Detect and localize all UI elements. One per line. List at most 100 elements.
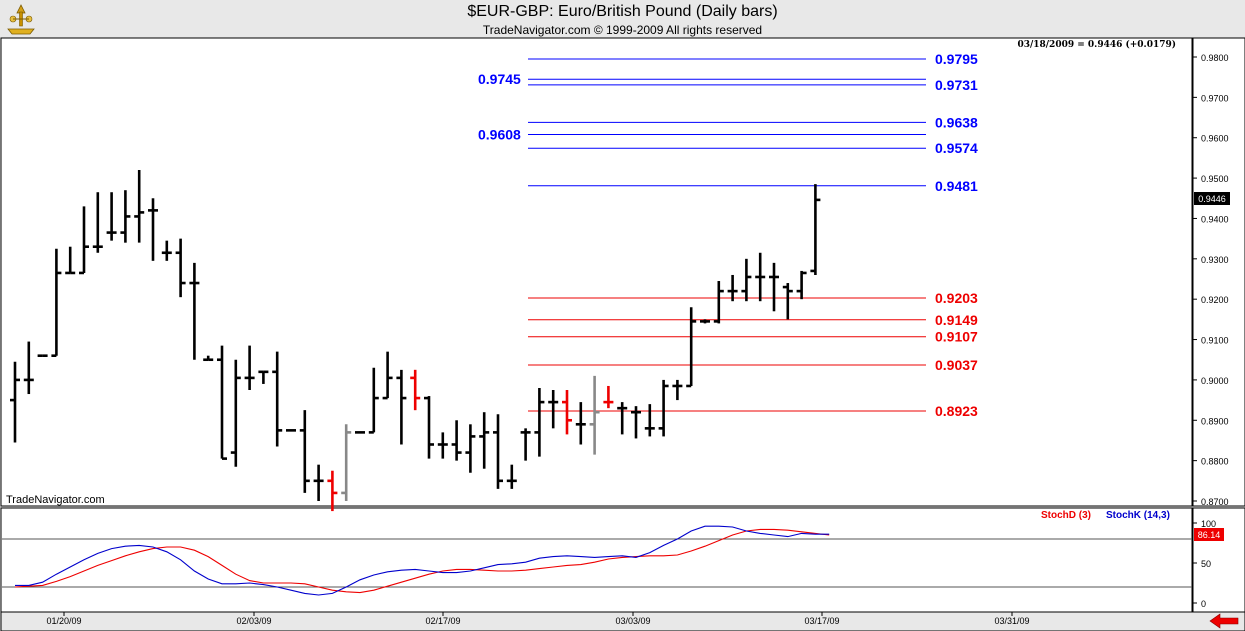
watermark: TradeNavigator.com <box>6 494 105 506</box>
ohlc-bar <box>244 345 255 390</box>
ohlc-bar <box>810 184 821 275</box>
ohlc-bar <box>410 369 421 411</box>
stoch-tick-label: 100 <box>1201 519 1216 529</box>
ohlc-bar <box>51 248 62 357</box>
ohlc-bar <box>92 192 103 253</box>
ohlc-bar <box>437 432 448 459</box>
ohlc-bar <box>700 319 710 324</box>
ohlc-bar <box>327 470 338 512</box>
price-tick-label: 0.9300 <box>1201 255 1229 265</box>
price-tick-label: 0.8700 <box>1201 497 1229 507</box>
ohlc-bar <box>161 240 172 261</box>
ohlc-bar <box>534 387 545 457</box>
ohlc-bar <box>465 424 476 473</box>
ohlc-bar <box>727 274 738 302</box>
resistance-level-label: 0.9795 <box>935 51 978 67</box>
price-panel <box>0 37 1193 507</box>
resistance-level-label: 0.9481 <box>935 178 978 194</box>
ohlc-bar <box>769 262 779 312</box>
ohlc-bar <box>782 283 793 320</box>
ohlc-bar <box>258 370 269 384</box>
stoch-tick-label: 0 <box>1201 599 1206 609</box>
ohlc-bar <box>23 341 34 395</box>
stoch-axis <box>1192 507 1245 613</box>
date-tick-label: 03/17/09 <box>804 616 839 626</box>
ohlc-bar <box>341 424 352 501</box>
ohlc-bar <box>424 396 434 459</box>
trade-navigator-logo-icon <box>7 4 35 35</box>
date-axis <box>0 611 1245 631</box>
ohlc-bar <box>120 190 131 243</box>
date-tick-label: 03/03/09 <box>615 616 650 626</box>
stoch-series-line <box>15 525 830 596</box>
ohlc-bar <box>548 390 559 429</box>
price-tick-label: 0.9000 <box>1201 376 1229 386</box>
status-line: 03/18/2009 = 0.9446 (+0.0179) <box>1017 39 1176 50</box>
price-tick-label: 0.9200 <box>1201 295 1229 305</box>
resistance-level-label: 0.9745 <box>478 71 521 87</box>
ohlc-bar <box>686 307 697 388</box>
ohlc-bar <box>230 359 241 467</box>
ohlc-bar <box>796 270 807 300</box>
stoch-series-line <box>14 528 830 594</box>
price-tick-label: 0.9400 <box>1201 214 1229 224</box>
date-tick-label: 02/03/09 <box>236 616 271 626</box>
ohlc-bar <box>368 367 379 434</box>
resistance-level-label: 0.9574 <box>935 140 978 156</box>
support-level-label: 0.8923 <box>935 403 978 419</box>
price-tick-label: 0.9800 <box>1201 53 1229 63</box>
ohlc-bar <box>299 410 310 493</box>
legend-stoch-k: StochK (14,3) <box>1106 510 1170 521</box>
ohlc-bar <box>631 406 641 439</box>
support-level-label: 0.9203 <box>935 290 978 306</box>
ohlc-bar <box>603 385 614 409</box>
ohlc-bar <box>562 390 572 435</box>
chart-title: $EUR-GBP: Euro/British Pound (Daily bars… <box>467 3 778 20</box>
ohlc-bar <box>382 351 393 400</box>
ohlc-bar <box>148 198 158 261</box>
last-price-label: 0.9446 <box>1198 194 1226 204</box>
ohlc-bar <box>175 238 186 298</box>
ohlc-bar <box>672 379 683 401</box>
ohlc-bar <box>741 258 752 302</box>
stoch-panel <box>0 507 1193 613</box>
stoch-value-flag <box>1194 528 1224 541</box>
support-level-label: 0.9107 <box>935 329 978 345</box>
resistance-level-label: 0.9638 <box>935 114 978 130</box>
price-tick-label: 0.9700 <box>1201 93 1229 103</box>
ohlc-bar <box>451 420 462 461</box>
ohlc-bar <box>617 402 628 435</box>
ohlc-bar <box>493 414 503 489</box>
date-tick-label: 03/31/09 <box>994 616 1029 626</box>
price-tick-label: 0.9600 <box>1201 134 1229 144</box>
ohlc-bar <box>644 404 655 437</box>
price-tick-label: 0.8800 <box>1201 457 1229 467</box>
ohlc-bar <box>189 262 200 360</box>
stoch-tick-label: 50 <box>1201 559 1211 569</box>
ohlc-bar <box>65 246 76 275</box>
ohlc-bar <box>10 361 20 443</box>
resistance-level-label: 0.9731 <box>935 77 978 93</box>
ohlc-bar <box>589 375 600 455</box>
copyright-notice: TradeNavigator.com © 1999-2009 All right… <box>482 23 763 37</box>
ohlc-bar <box>203 355 214 362</box>
ohlc-bar <box>217 345 227 460</box>
last-price-flag <box>1194 192 1230 205</box>
ohlc-bar <box>396 369 407 445</box>
support-level-label: 0.9149 <box>935 312 978 328</box>
title-bar: $EUR-GBP: Euro/British Pound (Daily bars… <box>0 0 1245 38</box>
ohlc-bar <box>106 192 117 241</box>
legend-stoch-d: StochD (3) <box>1041 510 1091 521</box>
ohlc-bar <box>575 402 586 445</box>
price-tick-label: 0.9500 <box>1201 174 1229 184</box>
ohlc-bar <box>506 464 517 489</box>
ohlc-bar <box>479 412 490 469</box>
ohlc-bar <box>272 351 283 447</box>
ohlc-bar <box>755 252 766 302</box>
ohlc-bar <box>313 464 324 501</box>
ohlc-bar <box>713 281 724 324</box>
ohlc-bar <box>79 206 89 275</box>
ohlc-bar <box>520 428 531 461</box>
scroll-right-arrow-icon[interactable] <box>1204 613 1242 630</box>
